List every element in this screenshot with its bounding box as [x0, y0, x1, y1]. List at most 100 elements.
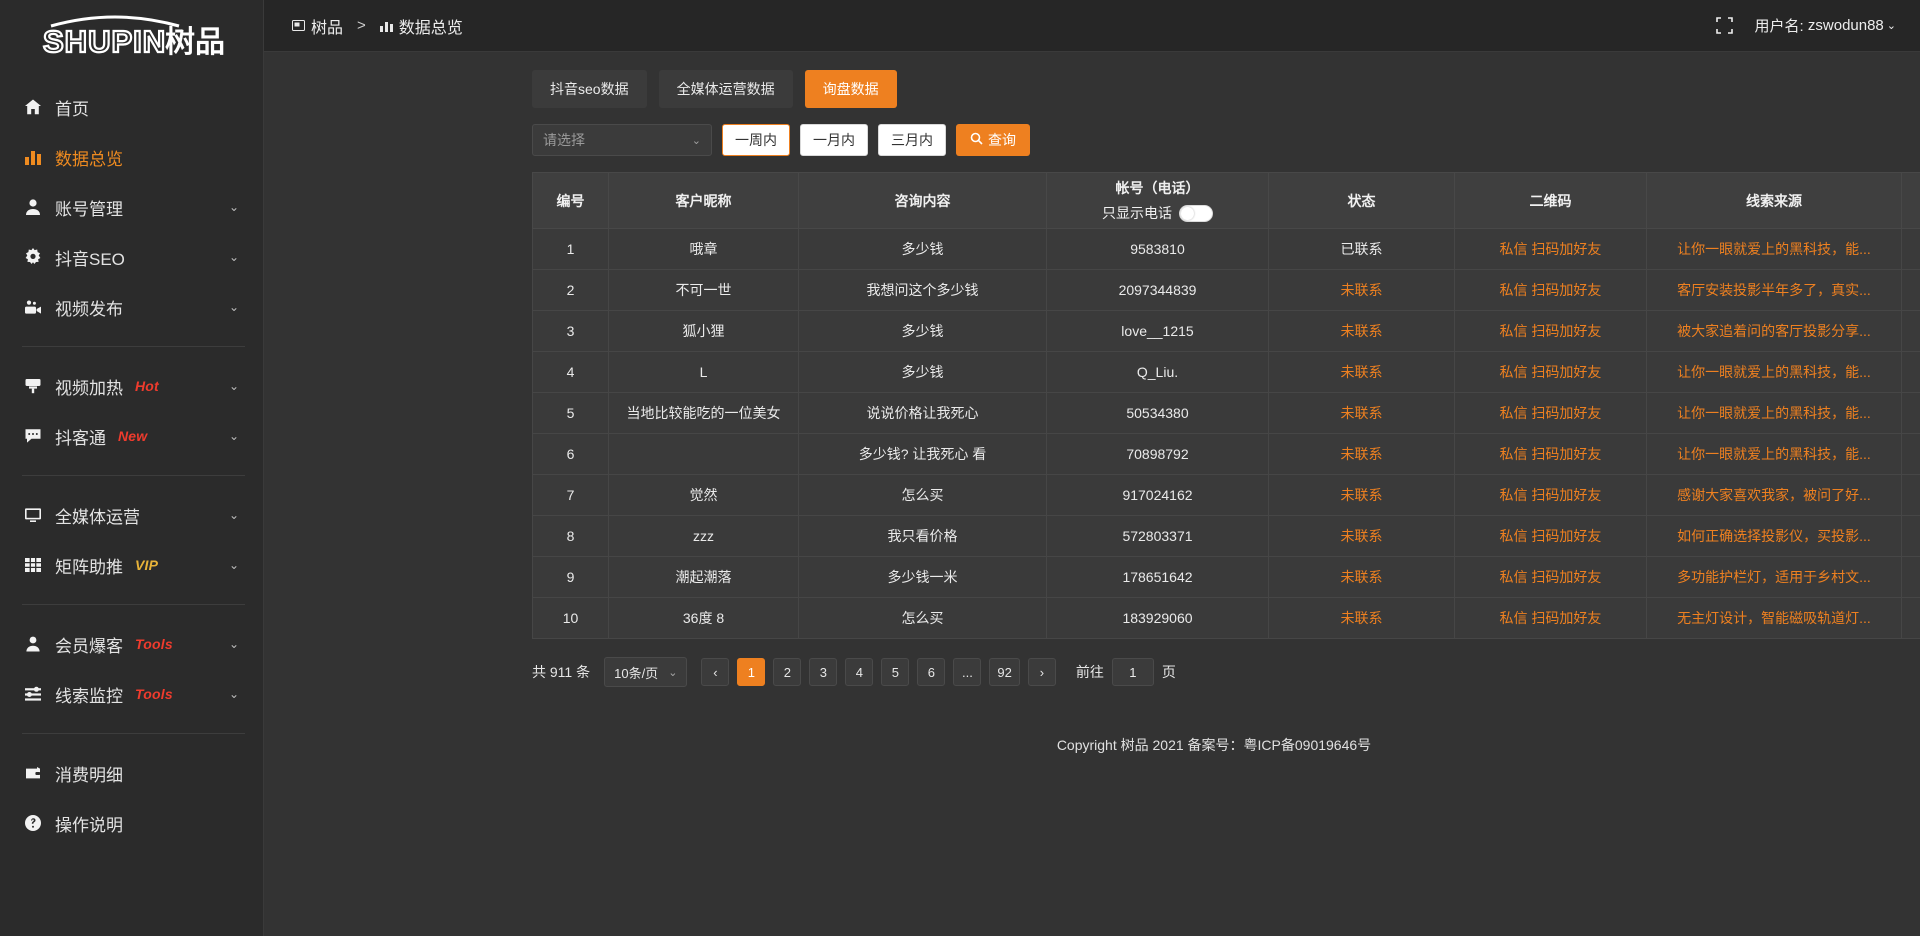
qrcode-link[interactable]: 私信 扫码加好友: [1499, 446, 1602, 462]
qrcode-link[interactable]: 私信 扫码加好友: [1499, 323, 1602, 339]
fullscreen-icon[interactable]: [1715, 17, 1733, 34]
source-link[interactable]: 让你一眼就爱上的黑科技，能...: [1677, 364, 1871, 380]
sidebar-item-label: 操作说明: [55, 815, 123, 835]
column-header-label: 线索来源: [1746, 192, 1802, 209]
query-button[interactable]: 查询: [956, 124, 1030, 156]
sidebar-item-12[interactable]: 操作说明: [0, 798, 263, 848]
account-select[interactable]: 请选择 ⌄: [532, 124, 712, 156]
pagination-page-1[interactable]: 1: [737, 658, 766, 686]
source-link[interactable]: 让你一眼就爱上的黑科技，能...: [1677, 241, 1871, 257]
chevron-down-icon[interactable]: ⌄: [228, 637, 239, 651]
cell-status: 未联系: [1268, 556, 1455, 598]
source-link[interactable]: 客厅安装投影半年多了，真实...: [1677, 282, 1871, 298]
cell-id: 7: [532, 474, 609, 516]
sidebar-item-10[interactable]: 线索监控 Tools ⌄: [0, 669, 263, 719]
filter-bar: 请选择 ⌄ 一周内 一月内 三月内 查询: [264, 108, 1920, 156]
qrcode-link[interactable]: 私信 扫码加好友: [1499, 282, 1602, 298]
sidebar-item-2[interactable]: 账号管理 ⌄: [0, 182, 263, 232]
brand-logo[interactable]: SHUPIN 树品: [0, 0, 263, 64]
sidebar-item-3[interactable]: 抖音SEO ⌄: [0, 232, 263, 282]
jump-page-input[interactable]: [1111, 658, 1154, 686]
chevron-down-icon[interactable]: ⌄: [228, 300, 239, 314]
chevron-down-icon[interactable]: ⌄: [228, 687, 239, 701]
qrcode-link[interactable]: 私信 扫码加好友: [1499, 610, 1602, 626]
source-link[interactable]: 感谢大家喜欢我家，被问了好...: [1677, 487, 1871, 503]
query-button-label: 查询: [988, 132, 1016, 148]
sidebar-item-7[interactable]: 全媒体运营 ⌄: [0, 490, 263, 540]
chevron-down-icon[interactable]: ⌄: [228, 250, 239, 264]
cell-status: 未联系: [1268, 515, 1455, 557]
cell-content: 多少钱: [798, 228, 1047, 270]
pagination-page-2[interactable]: 2: [773, 658, 802, 686]
source-link[interactable]: 被大家追着问的客厅投影分享...: [1677, 323, 1871, 339]
sidebar-item-0[interactable]: 首页: [0, 82, 263, 132]
sidebar-item-1[interactable]: 数据总览: [0, 132, 263, 182]
cell-date: 2021-11-07 23:18: [1901, 310, 1920, 352]
qrcode-link[interactable]: 私信 扫码加好友: [1499, 528, 1602, 544]
tab-2[interactable]: 询盘数据: [804, 70, 897, 108]
range-button-0[interactable]: 一周内: [722, 124, 790, 156]
cell-phone: 2097344839: [1046, 269, 1269, 311]
main-area: 树品 > 数据总览 用户名: zswodun88 ⌄ 抖音seo数: [264, 0, 1920, 936]
chevron-down-icon[interactable]: ⌄: [228, 379, 239, 393]
cell-source: 感谢大家喜欢我家，被问了好...: [1646, 474, 1902, 516]
pagination-next[interactable]: ›: [1027, 658, 1056, 686]
cell-qrcode: 私信 扫码加好友: [1454, 228, 1647, 270]
range-button-1[interactable]: 一月内: [800, 124, 868, 156]
pagination-page-4[interactable]: 4: [845, 658, 874, 686]
status-badge: 未联系: [1340, 610, 1383, 626]
sidebar-item-8[interactable]: 矩阵助推 VIP ⌄: [0, 540, 263, 590]
source-link[interactable]: 无主灯设计，智能磁吸轨道灯...: [1677, 610, 1871, 626]
phone-only-switch[interactable]: [1179, 204, 1213, 222]
account-select-value: 请选择: [543, 132, 585, 148]
page-size-select[interactable]: 10条/页 ⌄: [604, 657, 688, 687]
cell-nick: [608, 433, 799, 475]
sidebar-item-badge: Tools: [135, 686, 173, 702]
source-link[interactable]: 让你一眼就爱上的黑科技，能...: [1677, 446, 1871, 462]
pagination-ellipsis[interactable]: ...: [953, 658, 982, 686]
breadcrumb-current[interactable]: 数据总览: [398, 19, 463, 37]
table-row: 1 哦章 多少钱 9583810 已联系 私信 扫码加好友 让你一眼就爱上的黑科技，能...…: [532, 228, 1920, 270]
source-link[interactable]: 多功能护栏灯，适用于乡村文...: [1677, 569, 1871, 585]
sidebar-item-6[interactable]: 抖客通 New ⌄: [0, 411, 263, 461]
cell-status: 未联系: [1268, 392, 1455, 434]
range-button-2[interactable]: 三月内: [878, 124, 946, 156]
source-link[interactable]: 如何正确选择投影仪，买投影...: [1677, 528, 1871, 544]
qrcode-link[interactable]: 私信 扫码加好友: [1499, 569, 1602, 585]
cell-qrcode: 私信 扫码加好友: [1454, 474, 1647, 516]
chevron-down-icon[interactable]: ⌄: [228, 429, 239, 443]
column-header-source: 线索来源: [1646, 172, 1902, 229]
pagination-page-5[interactable]: 5: [881, 658, 910, 686]
pagination-prev[interactable]: ‹: [701, 658, 730, 686]
sidebar-item-badge: Hot: [135, 378, 159, 394]
breadcrumb-root[interactable]: 树品: [311, 19, 344, 37]
chevron-down-icon[interactable]: ⌄: [228, 508, 239, 522]
sidebar-item-4[interactable]: 视频发布 ⌄: [0, 282, 263, 332]
sidebar-item-5[interactable]: 视频加热 Hot ⌄: [0, 361, 263, 411]
status-badge: 未联系: [1340, 323, 1383, 339]
qrcode-link[interactable]: 私信 扫码加好友: [1499, 364, 1602, 380]
cell-qrcode: 私信 扫码加好友: [1454, 597, 1647, 639]
qrcode-link[interactable]: 私信 扫码加好友: [1499, 405, 1602, 421]
cell-status: 未联系: [1268, 597, 1455, 639]
cell-id: 1: [532, 228, 609, 270]
qrcode-link[interactable]: 私信 扫码加好友: [1499, 241, 1602, 257]
tab-0[interactable]: 抖音seo数据: [532, 70, 647, 108]
pagination-page-6[interactable]: 6: [917, 658, 946, 686]
qrcode-link[interactable]: 私信 扫码加好友: [1499, 487, 1602, 503]
chevron-down-icon[interactable]: ⌄: [1886, 20, 1896, 32]
sidebar-item-11[interactable]: 消费明细: [0, 748, 263, 798]
source-link[interactable]: 让你一眼就爱上的黑科技，能...: [1677, 405, 1871, 421]
chevron-down-icon[interactable]: ⌄: [228, 200, 239, 214]
tab-1[interactable]: 全媒体运营数据: [658, 70, 793, 108]
cell-nick: 狐小狸: [608, 310, 799, 352]
pagination-page-3[interactable]: 3: [809, 658, 838, 686]
cell-date: 2021-11-07 22:34: [1901, 474, 1920, 516]
cell-qrcode: 私信 扫码加好友: [1454, 269, 1647, 311]
cell-status: 未联系: [1268, 269, 1455, 311]
user-name[interactable]: zswodun88: [1807, 17, 1884, 34]
chevron-down-icon[interactable]: ⌄: [228, 558, 239, 572]
pagination-last-page[interactable]: 92: [989, 658, 1020, 686]
sidebar-item-9[interactable]: 会员爆客 Tools ⌄: [0, 619, 263, 669]
